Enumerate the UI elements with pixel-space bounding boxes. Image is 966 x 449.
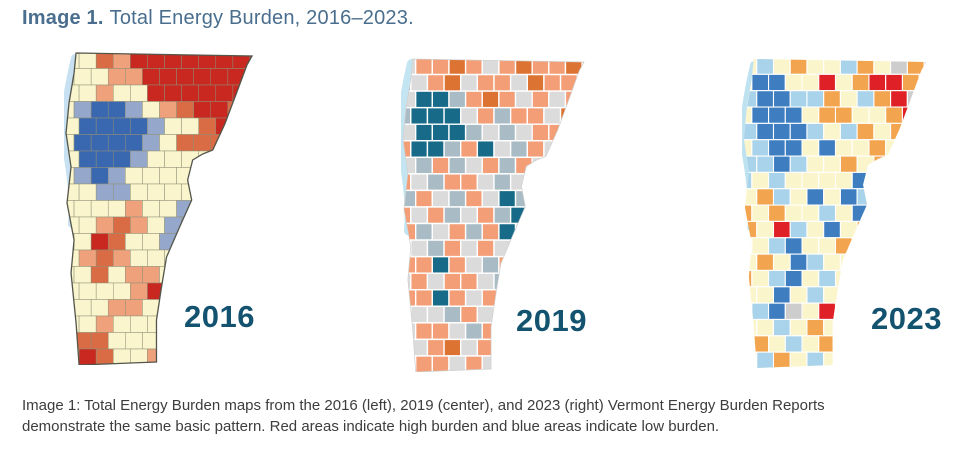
year-label-2019: 2019 — [516, 303, 587, 338]
map-2016 — [64, 52, 255, 365]
figure-title-label: Image 1. — [22, 7, 104, 29]
year-label-2016: 2016 — [184, 299, 255, 334]
state-outline — [402, 58, 585, 372]
map-2019 — [401, 58, 587, 372]
figure-title-text: Total Energy Burden, 2016–2023. — [109, 7, 414, 29]
vermont-map-canvas-2023 — [742, 58, 927, 368]
map-2023 — [742, 58, 929, 368]
figure-title: Image 1. Total Energy Burden, 2016–2023. — [22, 7, 414, 30]
caption-line-2: demonstrate the same basic pattern. Red … — [22, 418, 720, 435]
figure-caption: Image 1: Total Energy Burden maps from t… — [22, 395, 958, 437]
vermont-map-canvas-2016 — [64, 52, 254, 365]
caption-line-1: Image 1: Total Energy Burden maps from t… — [22, 397, 825, 414]
state-outline — [65, 52, 254, 365]
year-label-2023: 2023 — [871, 301, 942, 336]
vermont-map-canvas-2019 — [401, 58, 585, 372]
